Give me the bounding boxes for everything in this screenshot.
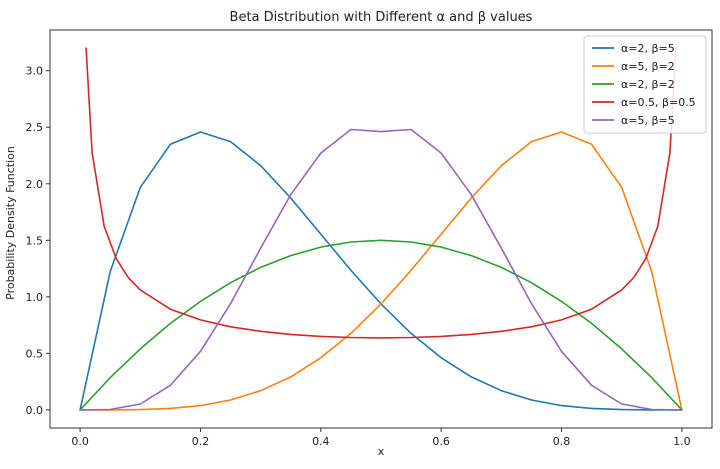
y-tick-label: 0.5 xyxy=(26,347,44,360)
legend-entry: α=2, β=2 xyxy=(621,78,675,91)
x-tick-label: 0.4 xyxy=(312,435,330,448)
legend-entry: α=2, β=5 xyxy=(621,42,675,55)
series-line-2 xyxy=(79,131,683,411)
y-tick-label: 2.0 xyxy=(26,178,44,191)
axes-frame xyxy=(49,29,713,429)
plot-area: 0.0 0.2 0.4 0.6 0.8 1.0 0.0 0.5 1.0 1.5 2.0 2.5 3.0 xyxy=(26,29,713,448)
legend-entry: α=5, β=2 xyxy=(621,60,675,73)
x-tick-label: 0.0 xyxy=(71,435,89,448)
y-tick-label: 1.5 xyxy=(26,234,44,247)
legend-entry: α=0.5, β=0.5 xyxy=(621,96,696,109)
series-line-3 xyxy=(79,239,683,411)
y-tick-label: 2.5 xyxy=(26,121,44,134)
x-tick-label: 1.0 xyxy=(673,435,691,448)
legend: α=2, β=5 α=5, β=2 α=2, β=2 α=0.5, β=0.5 α=5,… xyxy=(583,35,707,134)
x-tick-label: 0.8 xyxy=(553,435,571,448)
series-line-5 xyxy=(79,128,683,411)
y-axis-label: Probability Density Function xyxy=(4,146,17,300)
y-tick-label: 3.0 xyxy=(26,65,44,78)
x-tick-label: 0.6 xyxy=(432,435,450,448)
y-tick-label: 1.0 xyxy=(26,291,44,304)
legend-box xyxy=(583,35,707,134)
legend-entry: α=5, β=5 xyxy=(621,114,675,127)
y-tick-label: 0.0 xyxy=(26,404,44,417)
x-tick-label: 0.2 xyxy=(192,435,210,448)
x-axis-label: x xyxy=(378,445,385,458)
chart-title: Beta Distribution with Different α and β… xyxy=(230,10,533,25)
series-line-4 xyxy=(85,47,677,339)
